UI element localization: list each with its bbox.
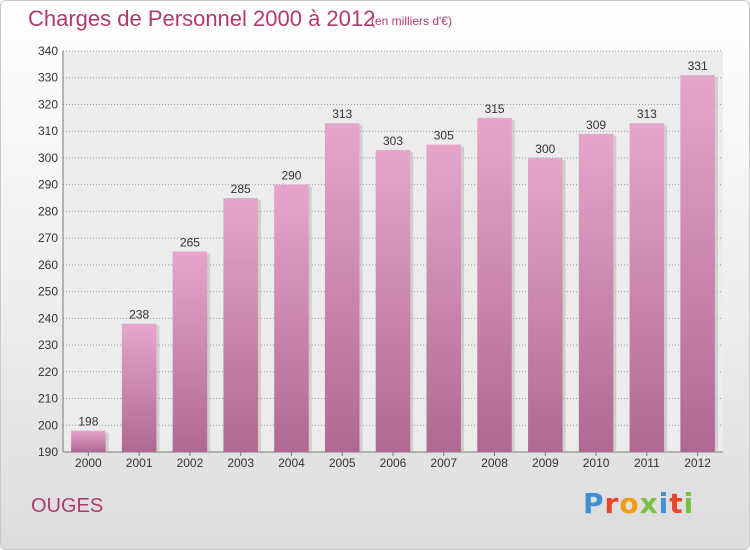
brand-letter: t — [669, 487, 684, 520]
bar-value-label: 313 — [332, 107, 352, 121]
bar — [578, 133, 614, 452]
x-tick-label: 2006 — [380, 456, 407, 470]
bar-value-label: 265 — [180, 236, 200, 250]
chart-unit: (en milliers d'€) — [371, 14, 452, 28]
x-tick-label: 2004 — [278, 456, 305, 470]
x-tick-label: 2002 — [177, 456, 204, 470]
x-tick-label: 2010 — [583, 456, 610, 470]
bar-value-label: 238 — [129, 308, 149, 322]
brand-letter: P — [583, 487, 605, 520]
x-tick-label: 2012 — [684, 456, 711, 470]
y-tick-label: 310 — [38, 124, 58, 138]
bar — [121, 323, 157, 452]
bar — [477, 117, 512, 452]
bar-value-label: 303 — [383, 134, 403, 148]
y-tick-label: 240 — [38, 311, 58, 325]
y-tick-label: 200 — [38, 418, 58, 432]
y-tick-label: 260 — [38, 258, 58, 272]
bar-value-label: 285 — [231, 182, 251, 196]
x-tick-label: 2009 — [532, 456, 559, 470]
brand-letter: r — [604, 487, 620, 520]
bar — [274, 184, 309, 452]
y-tick-label: 270 — [38, 231, 58, 245]
bar-value-label: 313 — [637, 107, 657, 121]
y-tick-label: 190 — [38, 445, 58, 459]
bar — [172, 251, 208, 452]
brand-letter: x — [639, 487, 659, 520]
bar — [71, 430, 106, 452]
x-tick-label: 2001 — [126, 456, 153, 470]
bar-value-label: 331 — [688, 59, 708, 73]
bar — [375, 149, 411, 452]
proxiti-logo[interactable]: Proxiti — [583, 487, 694, 520]
y-tick-label: 230 — [38, 338, 58, 352]
bar-value-label: 315 — [485, 102, 505, 116]
x-tick-label: 2003 — [227, 456, 254, 470]
bar-value-label: 300 — [535, 142, 555, 156]
x-tick-label: 2007 — [430, 456, 457, 470]
y-tick-label: 250 — [38, 285, 58, 299]
y-tick-label: 290 — [38, 178, 58, 192]
bar — [223, 198, 258, 452]
bar-value-label: 198 — [78, 415, 98, 429]
x-tick-label: 2011 — [634, 456, 660, 470]
x-tick-label: 2005 — [329, 456, 356, 470]
y-tick-label: 300 — [38, 151, 58, 165]
bar — [324, 123, 360, 453]
y-tick-label: 280 — [38, 204, 58, 218]
y-tick-label: 340 — [38, 44, 58, 58]
y-tick-label: 330 — [38, 71, 58, 85]
bar — [528, 157, 563, 452]
y-tick-label: 220 — [38, 365, 58, 379]
x-tick-label: 2008 — [481, 456, 508, 470]
y-tick-label: 210 — [38, 392, 58, 406]
chart-title: Charges de Personnel 2000 à 2012 — [28, 6, 376, 31]
bar-value-label: 309 — [586, 118, 606, 132]
brand-letter: o — [619, 487, 640, 520]
brand-letter: i — [658, 487, 670, 520]
bar — [629, 123, 665, 453]
bar — [680, 75, 715, 452]
bar-value-label: 305 — [434, 129, 454, 143]
bar-value-label: 290 — [281, 169, 301, 183]
commune-name: OUGES — [31, 495, 104, 517]
x-tick-label: 2000 — [75, 456, 102, 470]
y-tick-label: 320 — [38, 97, 58, 111]
bar — [426, 144, 462, 453]
brand-letter: i — [683, 487, 695, 520]
